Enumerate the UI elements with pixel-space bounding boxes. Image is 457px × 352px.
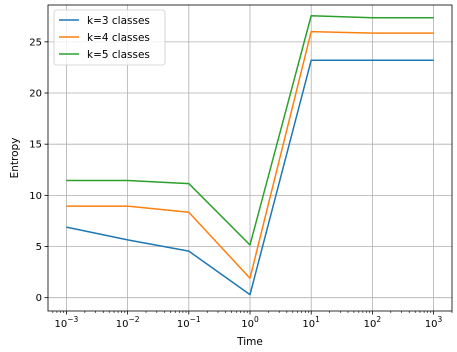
y-tick-label: 20	[29, 89, 42, 100]
series-line-1	[66, 59, 434, 296]
y-axis-ticks: 0 5 10 15 20 25	[29, 37, 48, 304]
x-tick-label: 103	[425, 315, 443, 330]
x-tick-label: 101	[302, 315, 320, 330]
x-tick-label: 100	[241, 315, 259, 330]
legend-label-1: k=3 classes	[87, 15, 150, 27]
x-tick-label: 10−1	[177, 315, 201, 330]
y-tick-label: 10	[29, 191, 42, 202]
series-line-2	[66, 30, 434, 279]
y-tick-label: 0	[36, 293, 42, 304]
legend: k=3 classes k=4 classes k=5 classes	[53, 9, 166, 66]
legend-label-2: k=4 classes	[87, 32, 150, 44]
series-line-3	[66, 15, 434, 246]
plot-lines	[66, 15, 434, 296]
y-axis-label: Entropy	[9, 138, 21, 179]
x-tick-label: 10−2	[116, 315, 140, 330]
x-axis-label: Time	[236, 336, 263, 348]
legend-box	[53, 9, 166, 66]
y-tick-label: 5	[36, 242, 42, 253]
grid-lines	[48, 5, 452, 311]
y-tick-label: 25	[29, 37, 42, 48]
x-axis-ticks: 10−3 10−2 10−1 100 101 102 103	[52, 311, 453, 330]
legend-label-3: k=5 classes	[87, 49, 150, 61]
x-tick-label: 10−3	[55, 315, 79, 330]
x-tick-label: 102	[364, 315, 382, 330]
y-tick-label: 15	[29, 140, 42, 151]
